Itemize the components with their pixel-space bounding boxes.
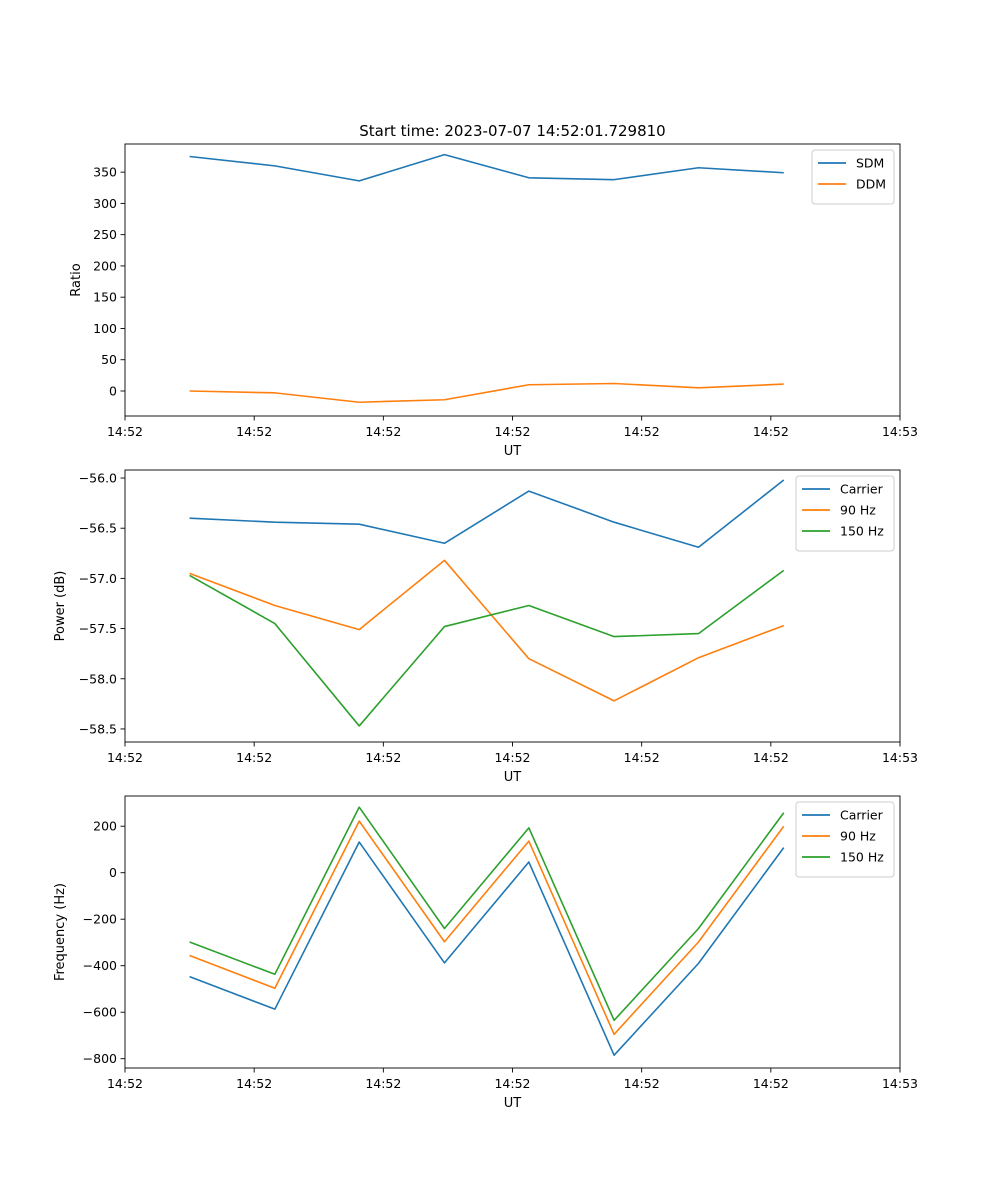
- chart-panel-2: 14:52 14:52 14:52 14:52 14:52 14:52 14:53 −58.5…: [53, 469, 918, 785]
- y-tick-label: −400: [83, 958, 117, 973]
- x-tick-label: 14:52: [236, 750, 272, 765]
- y-tick-label: 250: [93, 227, 117, 242]
- x-tick-label: 14:53: [882, 750, 918, 765]
- series-line-90-hz: [189, 820, 785, 1036]
- y-tick-label: −56.0: [79, 471, 117, 486]
- y-tick-label: 100: [93, 321, 117, 336]
- legend-entry-label: 150 Hz: [840, 524, 884, 539]
- y-tick-label: 50: [101, 352, 117, 367]
- x-tick-label: 14:53: [882, 424, 918, 439]
- series-line-ddm: [189, 382, 784, 404]
- y-tick-label: 200: [93, 258, 117, 273]
- legend-entry-label: DDM: [856, 177, 886, 192]
- legend-entry-label: SDM: [856, 156, 884, 171]
- y-tick-label: −56.5: [79, 521, 117, 536]
- x-tick-label: 14:52: [365, 424, 401, 439]
- legend-box: [795, 801, 895, 878]
- y-tick-label: −57.0: [79, 571, 117, 586]
- chart-panel-1: 14:52 14:52 14:52 14:52 14:52 14:52 14:53 0 50 10…: [69, 143, 918, 459]
- legend: SDM DDM: [811, 149, 895, 205]
- series-line-150-hz: [189, 806, 785, 1022]
- x-tick-label: 14:52: [753, 750, 789, 765]
- y-tick-label: −58.0: [79, 671, 117, 686]
- y-axis-label: Ratio: [69, 263, 84, 296]
- chart-panel-3: 14:52 14:52 14:52 14:52 14:52 14:52 14:53 −800 −…: [53, 795, 918, 1111]
- figure-title: Start time: 2023-07-07 14:52:01.729810: [359, 122, 665, 140]
- series-line-sdm: [189, 153, 784, 182]
- y-tick-label: 350: [93, 165, 117, 180]
- x-tick-label: 14:52: [753, 1076, 789, 1091]
- x-tick-label: 14:52: [624, 750, 660, 765]
- x-tick-label: 14:52: [107, 1076, 143, 1091]
- series-line-carrier: [189, 479, 785, 549]
- series-line-carrier: [189, 841, 785, 1057]
- x-axis-label: UT: [504, 1096, 522, 1111]
- y-axis-label: Frequency (Hz): [53, 883, 68, 981]
- series-line-150-hz: [189, 569, 785, 727]
- legend-entry-label: 150 Hz: [840, 850, 884, 865]
- x-tick-label: 14:52: [365, 750, 401, 765]
- x-tick-label: 14:52: [494, 1076, 530, 1091]
- x-tick-label: 14:52: [236, 1076, 272, 1091]
- y-tick-label: −57.5: [79, 621, 117, 636]
- series-line-90-hz: [189, 559, 785, 702]
- y-tick-label: −200: [83, 912, 117, 927]
- x-tick-label: 14:53: [882, 1076, 918, 1091]
- chart-panels: 14:52 14:52 14:52 14:52 14:52 14:52 14:53 0 50 10…: [53, 143, 918, 1111]
- x-tick-label: 14:52: [107, 424, 143, 439]
- y-tick-label: −600: [83, 1005, 117, 1020]
- legend: Carrier 90 Hz 150 Hz: [795, 475, 895, 552]
- y-tick-label: 0: [109, 383, 117, 398]
- y-tick-label: −800: [83, 1051, 117, 1066]
- x-tick-label: 14:52: [365, 1076, 401, 1091]
- x-tick-label: 14:52: [494, 750, 530, 765]
- legend-entry-label: 90 Hz: [840, 829, 876, 844]
- x-tick-label: 14:52: [494, 424, 530, 439]
- y-tick-label: −58.5: [79, 721, 117, 736]
- y-tick-label: 150: [93, 290, 117, 305]
- y-tick-label: 0: [109, 865, 117, 880]
- legend-box: [795, 475, 895, 552]
- y-axis-label: Power (dB): [53, 571, 68, 642]
- x-tick-label: 14:52: [624, 424, 660, 439]
- y-tick-label: 200: [93, 819, 117, 834]
- x-tick-label: 14:52: [624, 1076, 660, 1091]
- legend: Carrier 90 Hz 150 Hz: [795, 801, 895, 878]
- x-tick-label: 14:52: [107, 750, 143, 765]
- legend-entry-label: Carrier: [840, 482, 884, 497]
- x-tick-label: 14:52: [236, 424, 272, 439]
- x-axis-label: UT: [504, 770, 522, 785]
- y-tick-label: 300: [93, 196, 117, 211]
- legend-entry-label: Carrier: [840, 808, 884, 823]
- x-tick-label: 14:52: [753, 424, 789, 439]
- x-axis-label: UT: [504, 444, 522, 459]
- legend-entry-label: 90 Hz: [840, 503, 876, 518]
